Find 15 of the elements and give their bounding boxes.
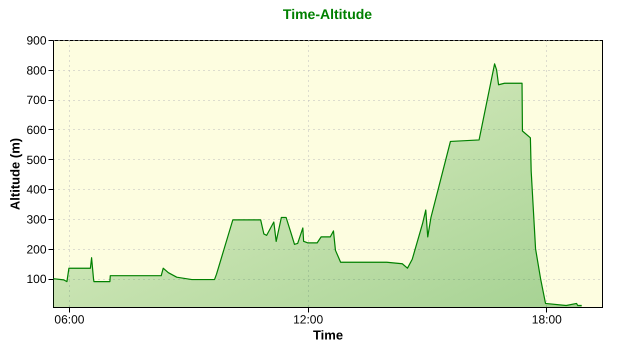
y-tick-label: 200: [26, 242, 47, 256]
y-tick-label: 300: [26, 212, 47, 226]
y-tick-label: 600: [26, 122, 47, 137]
x-tick-label: 12:00: [293, 312, 324, 326]
x-tick-label: 06:00: [54, 312, 85, 326]
y-axis-title: Altitude (m): [7, 138, 22, 210]
y-tick-label: 700: [26, 93, 47, 108]
y-tick-label: 500: [26, 152, 47, 167]
y-tick-label: 800: [26, 63, 47, 78]
y-tick-label: 400: [26, 182, 47, 197]
chart-title: Time-Altitude: [282, 6, 372, 22]
y-tick-label: 100: [26, 272, 47, 286]
y-tick-label: 900: [26, 34, 47, 48]
x-axis-title: Time: [312, 328, 344, 342]
x-tick-label: 18:00: [532, 312, 562, 326]
